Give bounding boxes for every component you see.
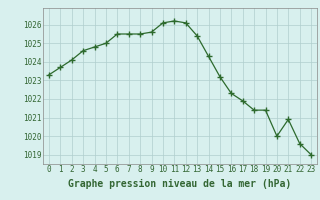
X-axis label: Graphe pression niveau de la mer (hPa): Graphe pression niveau de la mer (hPa) — [68, 179, 292, 189]
